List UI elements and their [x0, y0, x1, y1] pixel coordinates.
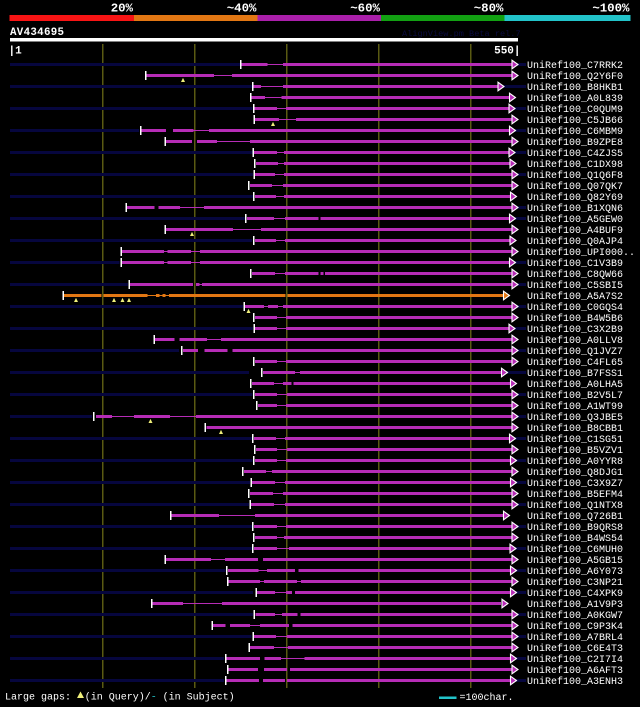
- svg-text:UniRef100_B8CBB1: UniRef100_B8CBB1: [527, 423, 623, 435]
- svg-text:UniRef100_Q07QK7: UniRef100_Q07QK7: [527, 181, 623, 193]
- svg-text:Large gaps:: Large gaps:: [5, 693, 71, 704]
- svg-text:~60%: ~60%: [350, 2, 380, 16]
- svg-text:UniRef100_Q1JVZ7: UniRef100_Q1JVZ7: [527, 346, 623, 358]
- svg-text:UniRef100_C3X9Z7: UniRef100_C3X9Z7: [527, 478, 623, 490]
- svg-text:UniRef100_C7RRK2: UniRef100_C7RRK2: [527, 60, 623, 72]
- svg-text:UniRef100_Q2Y6F0: UniRef100_Q2Y6F0: [527, 71, 623, 83]
- svg-text:UniRef100_C0QUM9: UniRef100_C0QUM9: [527, 104, 623, 116]
- svg-text:UniRef100_A0LHA5: UniRef100_A0LHA5: [527, 379, 623, 391]
- svg-text:UniRef100_A6AFT3: UniRef100_A6AFT3: [527, 665, 623, 677]
- svg-text:UniRef100_C0GQS4: UniRef100_C0GQS4: [527, 302, 623, 314]
- svg-text:UniRef100_B9ZPE8: UniRef100_B9ZPE8: [527, 137, 623, 149]
- svg-text:~80%: ~80%: [474, 2, 504, 16]
- svg-text:UniRef100_C6MUH0: UniRef100_C6MUH0: [527, 544, 623, 556]
- svg-text:UniRef100_C8QW66: UniRef100_C8QW66: [527, 269, 623, 281]
- svg-text:UniRef100_C4FL65: UniRef100_C4FL65: [527, 357, 623, 369]
- svg-text:UniRef100_Q8DJG1: UniRef100_Q8DJG1: [527, 467, 623, 479]
- svg-text:UniRef100_UPI000..: UniRef100_UPI000..: [527, 247, 635, 259]
- svg-text:UniRef100_C5SBI5: UniRef100_C5SBI5: [527, 280, 623, 292]
- svg-text:UniRef100_B4W5B6: UniRef100_B4W5B6: [527, 313, 623, 325]
- svg-text:UniRef100_B4WS54: UniRef100_B4WS54: [527, 533, 623, 545]
- svg-text:UniRef100_B2V5L7: UniRef100_B2V5L7: [527, 390, 623, 402]
- svg-text:UniRef100_Q1NTX8: UniRef100_Q1NTX8: [527, 500, 623, 512]
- svg-text:UniRef100_B5VZV1: UniRef100_B5VZV1: [527, 445, 623, 457]
- svg-text:|1: |1: [9, 46, 23, 58]
- svg-text:UniRef100_A1WT99: UniRef100_A1WT99: [527, 401, 623, 413]
- svg-text:20%: 20%: [111, 2, 134, 16]
- svg-text:UniRef100_C3NP21: UniRef100_C3NP21: [527, 577, 623, 589]
- svg-text:UniRef100_A7BRL4: UniRef100_A7BRL4: [527, 632, 623, 644]
- svg-text:UniRef100_Q726B1: UniRef100_Q726B1: [527, 511, 623, 523]
- svg-text:UniRef100_A3ENH3: UniRef100_A3ENH3: [527, 676, 623, 688]
- svg-text:UniRef100_A0LLV8: UniRef100_A0LLV8: [527, 335, 623, 347]
- svg-text:~40%: ~40%: [227, 2, 257, 16]
- svg-text:UniRef100_Q1Q6F8: UniRef100_Q1Q6F8: [527, 170, 623, 182]
- svg-text:UniRef100_C9P3K4: UniRef100_C9P3K4: [527, 621, 623, 633]
- svg-text:UniRef100_B1XQN6: UniRef100_B1XQN6: [527, 203, 623, 215]
- svg-text:UniRef100_A4BUF9: UniRef100_A4BUF9: [527, 225, 623, 237]
- svg-text:-: -: [151, 693, 157, 704]
- svg-text:AV434695: AV434695: [10, 27, 64, 39]
- svg-text:(in Subject): (in Subject): [163, 692, 235, 704]
- svg-text:UniRef100_C3X2B9: UniRef100_C3X2B9: [527, 324, 623, 336]
- svg-text:UniRef100_A0KGW7: UniRef100_A0KGW7: [527, 610, 623, 622]
- svg-text:UniRef100_B5EFM4: UniRef100_B5EFM4: [527, 489, 623, 501]
- svg-text:UniRef100_A5GB15: UniRef100_A5GB15: [527, 555, 623, 567]
- svg-text:UniRef100_C5JB66: UniRef100_C5JB66: [527, 115, 623, 127]
- svg-text:UniRef100_C4ZJS5: UniRef100_C4ZJS5: [527, 148, 623, 160]
- svg-text:550|: 550|: [494, 46, 520, 58]
- svg-text:UniRef100_C1V3B9: UniRef100_C1V3B9: [527, 258, 623, 270]
- svg-text:UniRef100_C6MBM9: UniRef100_C6MBM9: [527, 126, 623, 138]
- svg-text:AlignView.pm Beta rel.7: AlignView.pm Beta rel.7: [402, 29, 521, 39]
- svg-text:UniRef100_A1V9P3: UniRef100_A1V9P3: [527, 599, 623, 611]
- svg-text:UniRef100_C2I7I4: UniRef100_C2I7I4: [527, 654, 623, 666]
- svg-text:UniRef100_B9QRS8: UniRef100_B9QRS8: [527, 522, 623, 534]
- svg-text:UniRef100_A5A7S2: UniRef100_A5A7S2: [527, 291, 623, 303]
- svg-text:UniRef100_Q3JBE5: UniRef100_Q3JBE5: [527, 412, 623, 424]
- svg-text:(in Query)/: (in Query)/: [85, 692, 151, 704]
- svg-text:UniRef100_C6E4T3: UniRef100_C6E4T3: [527, 643, 623, 655]
- svg-text:UniRef100_A5GEW0: UniRef100_A5GEW0: [527, 214, 623, 226]
- svg-text:=100char.: =100char.: [460, 692, 514, 704]
- svg-text:UniRef100_A0L839: UniRef100_A0L839: [527, 93, 623, 105]
- svg-text:UniRef100_A6Y073: UniRef100_A6Y073: [527, 566, 623, 578]
- svg-text:UniRef100_A0YYR8: UniRef100_A0YYR8: [527, 456, 623, 468]
- svg-text:~100%: ~100%: [592, 2, 630, 16]
- svg-text:UniRef100_B7FSS1: UniRef100_B7FSS1: [527, 368, 623, 380]
- svg-text:UniRef100_Q0AJP4: UniRef100_Q0AJP4: [527, 236, 623, 248]
- svg-text:UniRef100_C1SG51: UniRef100_C1SG51: [527, 434, 623, 446]
- svg-text:UniRef100_B8HKB1: UniRef100_B8HKB1: [527, 82, 623, 94]
- svg-text:UniRef100_C4XPK9: UniRef100_C4XPK9: [527, 588, 623, 600]
- svg-text:UniRef100_Q82Y69: UniRef100_Q82Y69: [527, 192, 623, 204]
- svg-text:UniRef100_C1DX98: UniRef100_C1DX98: [527, 159, 623, 171]
